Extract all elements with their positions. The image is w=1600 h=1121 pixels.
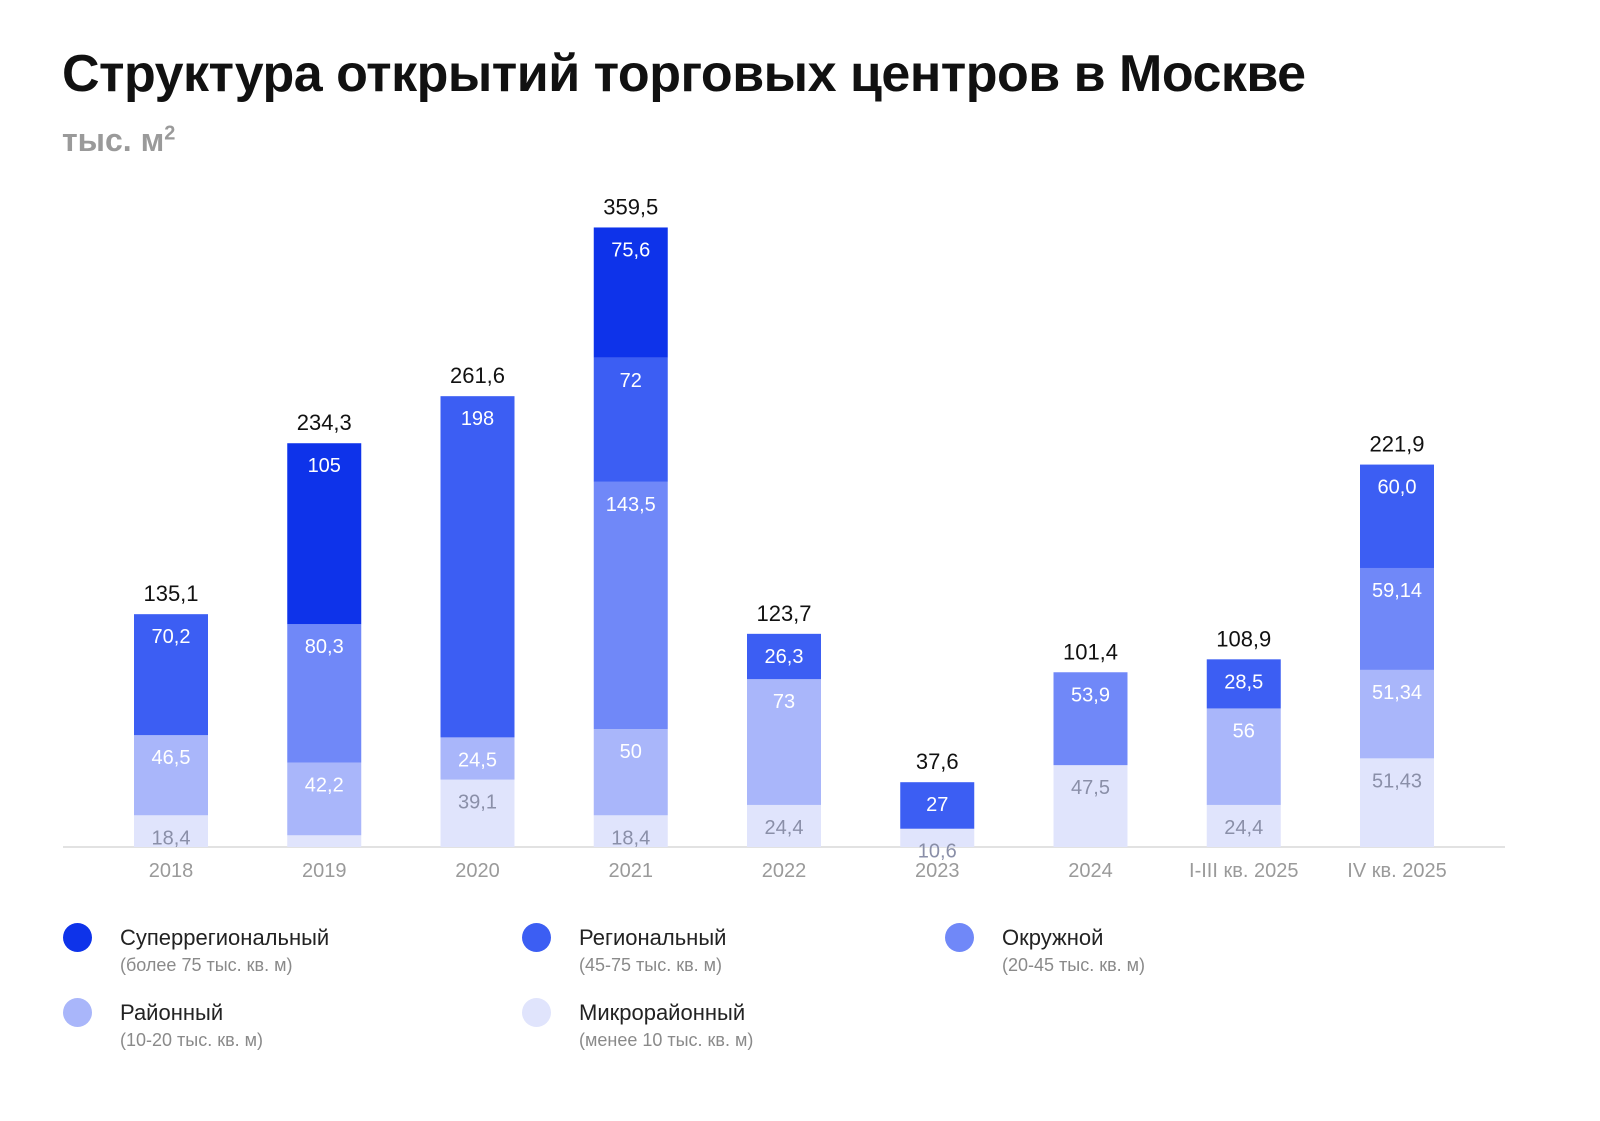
bar-segment-label: 70,2 — [152, 626, 191, 648]
bar-segment-label: 51,34 — [1372, 682, 1422, 704]
bar-segment-label: 51,43 — [1372, 770, 1422, 792]
bar-segment-label: 60,0 — [1378, 477, 1417, 499]
legend-dot-rayonny — [63, 998, 92, 1027]
bar-segment-micro — [1206, 804, 1281, 847]
legend-note-regional: (45-75 тыс. кв. м) — [579, 955, 723, 975]
bar-segment-label: 26,3 — [765, 646, 804, 668]
legend-note-super: (более 75 тыс. кв. м) — [120, 955, 293, 975]
chart-title: Структура открытий торговых центров в Мо… — [62, 45, 1306, 103]
legend-dot-regional — [522, 923, 551, 952]
bar-total-label: 101,4 — [1063, 639, 1118, 664]
bar-segment-okruzhnoy — [1360, 567, 1434, 670]
chart-unit: тыс. м2 — [62, 122, 175, 159]
bar-segment-label: 18,4 — [152, 827, 191, 849]
bar-segment-rayonny — [134, 735, 208, 816]
bar-segment-super — [593, 227, 668, 358]
bar-segment-label: 50 — [620, 741, 642, 763]
bar-segment-micro — [287, 835, 362, 847]
bar-segment-label: 39,1 — [458, 792, 497, 814]
bar-segment-regional — [134, 614, 208, 736]
legend-label-super: Суперрегиональный — [120, 925, 330, 950]
bar-total-label: 123,7 — [756, 601, 811, 626]
bar-segment-label: 72 — [620, 370, 642, 392]
legend-label-okruzhnoy: Окружной — [1002, 925, 1104, 950]
bar-total-label: 108,9 — [1216, 626, 1271, 651]
unit-text: тыс. м — [62, 122, 165, 158]
x-tick-label: 2020 — [455, 860, 500, 880]
x-tick-label: 2018 — [149, 860, 194, 880]
bar-segment-okruzhnoy — [593, 481, 668, 730]
bar-segment-okruzhnoy — [287, 624, 362, 763]
bar-segment-label: 10,6 — [918, 841, 957, 863]
legend-label-micro: Микрорайонный — [579, 1000, 746, 1025]
x-tick-label: I-III кв. 2025 — [1189, 860, 1298, 880]
bar-segment-label: 73 — [773, 691, 795, 713]
legend-dot-super — [63, 923, 92, 952]
legend-note-micro: (менее 10 тыс. кв. м) — [579, 1030, 754, 1050]
bar-segment-label: 80,3 — [305, 636, 344, 658]
bar-segment-regional — [1360, 464, 1434, 568]
x-tick-label: 2022 — [762, 860, 807, 880]
bar-segment-label: 47,5 — [1071, 777, 1110, 799]
bar-segment-label: 198 — [461, 408, 494, 430]
x-tick-label: 2024 — [1068, 860, 1113, 880]
bar-segment-label: 46,5 — [152, 747, 191, 769]
bar-total-label: 135,1 — [143, 581, 198, 606]
bar-segment-label: 75,6 — [611, 239, 650, 261]
bar-segment-label: 56 — [1233, 720, 1255, 742]
bar-segment-micro — [440, 779, 515, 847]
bar-segment-regional — [900, 782, 975, 829]
bar-segment-super — [287, 443, 362, 625]
legend-note-okruzhnoy: (20-45 тыс. кв. м) — [1002, 955, 1146, 975]
x-tick-label: IV кв. 2025 — [1347, 860, 1446, 880]
bar-segment-micro — [134, 815, 208, 847]
bar-segment-label: 24,4 — [1224, 817, 1263, 839]
legend-label-rayonny: Районный — [120, 1000, 224, 1025]
bar-total-label: 234,3 — [297, 410, 352, 435]
bar-segment-rayonny — [440, 737, 515, 780]
bar-segment-label: 59,14 — [1372, 580, 1422, 602]
bar-segment-rayonny — [747, 679, 821, 805]
bar-segment-micro — [593, 815, 668, 847]
unit-superscript: 2 — [164, 122, 176, 145]
bar-segment-label: 24,4 — [765, 817, 804, 839]
x-tick-label: 2021 — [609, 860, 654, 880]
bar-segment-rayonny — [287, 762, 362, 836]
bar-segment-label: 105 — [308, 455, 341, 477]
bar-segment-label: 27 — [926, 794, 948, 816]
bar-segment-okruzhnoy — [1053, 672, 1128, 766]
bar-segment-regional — [747, 633, 821, 680]
bar-segment-label: 143,5 — [606, 494, 656, 516]
bar-segment-micro — [747, 804, 821, 847]
legend-dot-okruzhnoy — [945, 923, 974, 952]
x-tick-label: 2019 — [302, 860, 347, 880]
bar-segment-label: 24,5 — [458, 749, 497, 771]
bar-segment-micro — [900, 828, 975, 847]
bar-segment-rayonny — [593, 729, 668, 816]
legend-label-regional: Региональный — [579, 925, 727, 950]
bar-segment-label: 18,4 — [611, 827, 650, 849]
legend-dot-micro — [522, 998, 551, 1027]
bar-segment-rayonny — [1206, 708, 1281, 805]
bar-segment-regional — [440, 396, 515, 738]
bar-total-label: 359,5 — [603, 194, 658, 219]
bar-segment-micro — [1053, 765, 1128, 847]
bar-total-label: 37,6 — [916, 749, 959, 774]
bar-segment-micro — [1360, 758, 1434, 847]
stacked-bar-chart: 18,4 46,5 70,2 135,1 2018 42,2 80,3 105 234,3 201… — [63, 194, 1505, 880]
bar-total-label: 221,9 — [1369, 432, 1424, 457]
bar-segment-label: 42,2 — [305, 775, 344, 797]
bar-segment-regional — [1206, 659, 1281, 709]
bar-segment-regional — [593, 357, 668, 482]
bar-total-label: 261,6 — [450, 363, 505, 388]
legend-note-rayonny: (10-20 тыс. кв. м) — [120, 1030, 264, 1050]
bar-segment-label: 53,9 — [1071, 684, 1110, 706]
bar-segment-rayonny — [1360, 669, 1434, 759]
x-tick-label: 2023 — [915, 860, 960, 880]
bar-segment-label: 28,5 — [1224, 671, 1263, 693]
